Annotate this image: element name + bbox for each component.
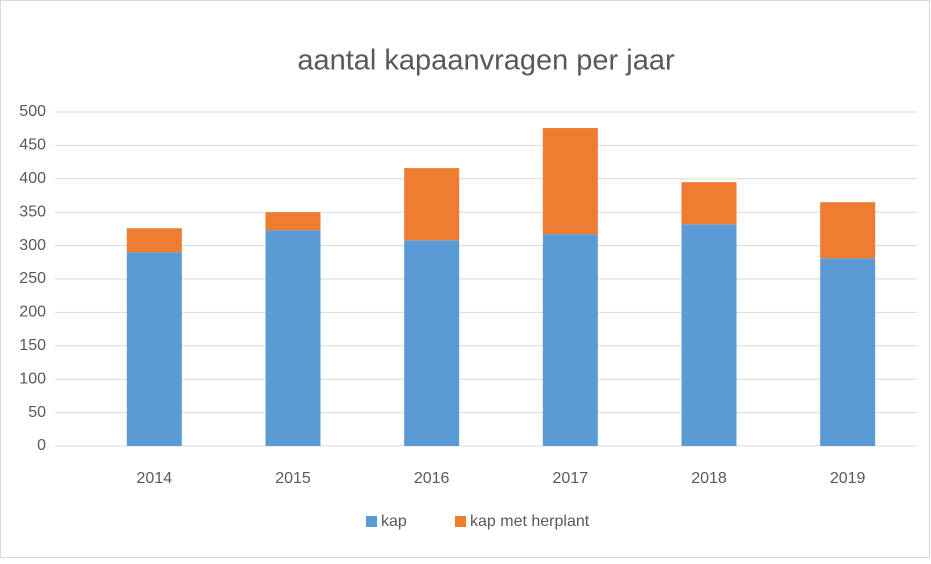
y-tick-label: 0 — [37, 437, 46, 454]
bar-segment — [265, 230, 321, 446]
y-tick-label: 350 — [19, 203, 46, 220]
y-tick-label: 50 — [28, 404, 46, 421]
bar-segment — [820, 258, 876, 446]
y-tick-label: 200 — [19, 304, 46, 321]
bar-segment — [126, 252, 182, 446]
y-tick-label: 400 — [19, 170, 46, 187]
legend-label: kap met herplant — [470, 513, 590, 530]
bar-segment — [820, 202, 876, 259]
x-tick-label: 2017 — [553, 470, 589, 487]
bar-segment — [542, 128, 598, 235]
y-tick-label: 450 — [19, 137, 46, 154]
y-tick-label: 300 — [19, 237, 46, 254]
bar-segment — [542, 234, 598, 446]
legend-label: kap — [381, 513, 407, 530]
bar-segment — [126, 228, 182, 253]
x-tick-label: 2015 — [275, 470, 311, 487]
bar-segment — [265, 212, 321, 231]
legend-swatch — [366, 516, 377, 527]
legend-swatch — [455, 516, 466, 527]
bar-segment — [681, 182, 737, 225]
x-tick-label: 2018 — [691, 470, 727, 487]
x-tick-label: 2016 — [414, 470, 450, 487]
bar-segment — [404, 240, 460, 446]
y-tick-label: 100 — [19, 370, 46, 387]
bar-segment — [404, 168, 460, 241]
x-tick-label: 2019 — [830, 470, 866, 487]
y-tick-label: 500 — [19, 103, 46, 120]
bar-segment — [681, 224, 737, 446]
x-tick-label: 2014 — [137, 470, 173, 487]
chart-title: aantal kapaanvragen per jaar — [297, 45, 675, 77]
y-tick-label: 250 — [19, 270, 46, 287]
y-tick-label: 150 — [19, 337, 46, 354]
